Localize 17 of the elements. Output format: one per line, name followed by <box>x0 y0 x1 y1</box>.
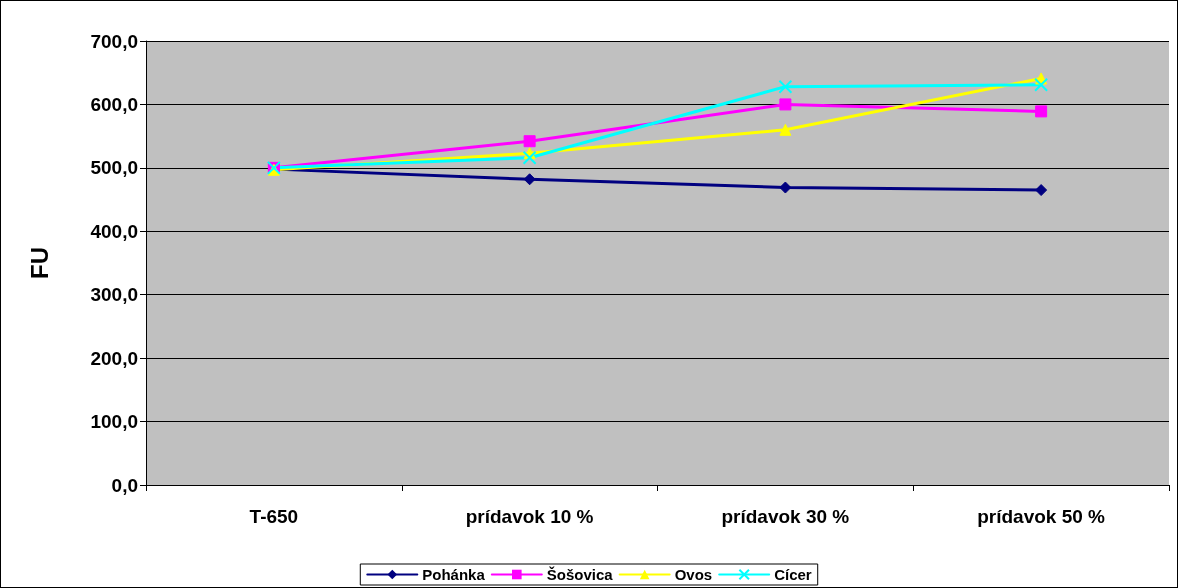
legend-label: Ovos <box>674 566 713 583</box>
x-tick-label: prídavok 10 % <box>465 506 594 527</box>
legend-label: Šošovica <box>546 566 614 583</box>
legend-label: Cícer <box>774 566 812 583</box>
y-tick-label: 600,0 <box>90 93 138 115</box>
y-axis-title: FU <box>25 247 53 279</box>
y-tick-label: 700,0 <box>90 30 138 52</box>
y-tick-label: 400,0 <box>90 220 138 242</box>
y-tick-label: 300,0 <box>90 284 138 306</box>
legend-label: Pohánka <box>422 566 486 583</box>
x-tick-label: prídavok 50 % <box>977 506 1106 527</box>
y-tick-label: 500,0 <box>90 157 138 179</box>
y-tick-label: 200,0 <box>90 347 138 369</box>
y-tick-label: 100,0 <box>90 411 138 433</box>
x-tick-label: T-650 <box>249 506 299 527</box>
x-tick-label: prídavok 30 % <box>721 506 850 527</box>
y-tick-label: 0,0 <box>111 474 138 496</box>
